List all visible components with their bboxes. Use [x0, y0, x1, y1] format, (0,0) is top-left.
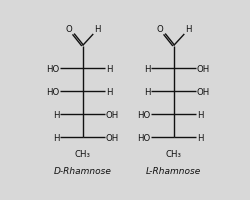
Text: H: H	[94, 25, 101, 34]
Text: O: O	[157, 25, 164, 34]
Text: OH: OH	[197, 87, 210, 96]
Text: HO: HO	[137, 110, 150, 119]
Text: H: H	[53, 110, 59, 119]
Text: H: H	[144, 87, 150, 96]
Text: CH₃: CH₃	[166, 149, 182, 158]
Text: OH: OH	[197, 65, 210, 74]
Text: H: H	[185, 25, 192, 34]
Text: HO: HO	[46, 65, 59, 74]
Text: HO: HO	[137, 133, 150, 142]
Text: L-Rhamnose: L-Rhamnose	[146, 166, 201, 175]
Text: H: H	[197, 133, 203, 142]
Text: H: H	[106, 65, 112, 74]
Text: OH: OH	[106, 133, 119, 142]
Text: H: H	[53, 133, 59, 142]
Text: H: H	[144, 65, 150, 74]
Text: D-Rhamnose: D-Rhamnose	[54, 166, 112, 175]
Text: O: O	[66, 25, 72, 34]
Text: CH₃: CH₃	[74, 149, 90, 158]
Text: OH: OH	[106, 110, 119, 119]
Text: H: H	[106, 87, 112, 96]
Text: H: H	[197, 110, 203, 119]
Text: HO: HO	[46, 87, 59, 96]
